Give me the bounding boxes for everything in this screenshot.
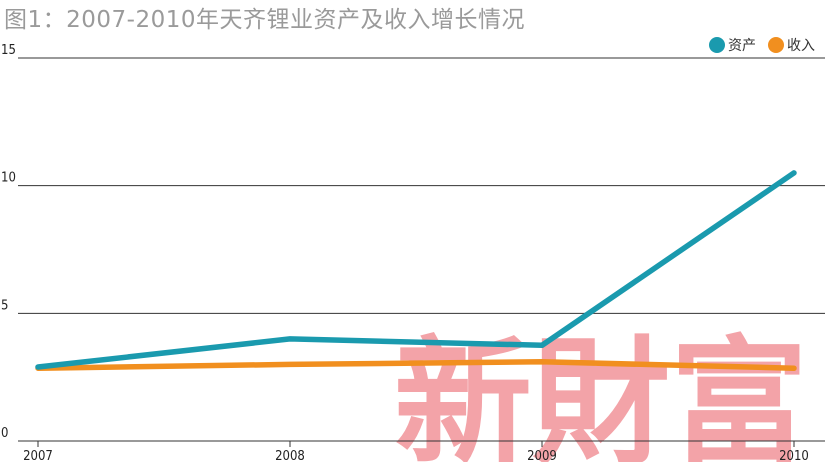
series-line-资产 [35,170,797,370]
legend-marker [768,37,784,53]
y-tick-label: 5 [1,298,8,313]
y-tick-label: 15 [1,43,16,58]
legend-label: 资产 [728,38,756,54]
legend-label: 收入 [787,38,815,54]
grid-lines [18,57,825,447]
chart-title: 图1：2007-2010年天齐锂业资产及收入增长情况 [4,7,525,33]
legend: 资产 收入 [709,37,815,54]
x-tick-label: 2009 [527,449,557,462]
legend-marker [709,37,725,53]
x-tick-label: 2008 [275,449,305,462]
x-tick-label: 2007 [23,449,53,462]
series-lines [35,170,797,371]
y-tick-label: 10 [1,171,16,186]
series-line-收入 [35,359,797,371]
y-tick-label: 0 [1,426,8,441]
axis-labels: 0 5 10 15 2007 2008 2009 2010 [1,43,809,462]
x-tick-label: 2010 [779,449,809,462]
